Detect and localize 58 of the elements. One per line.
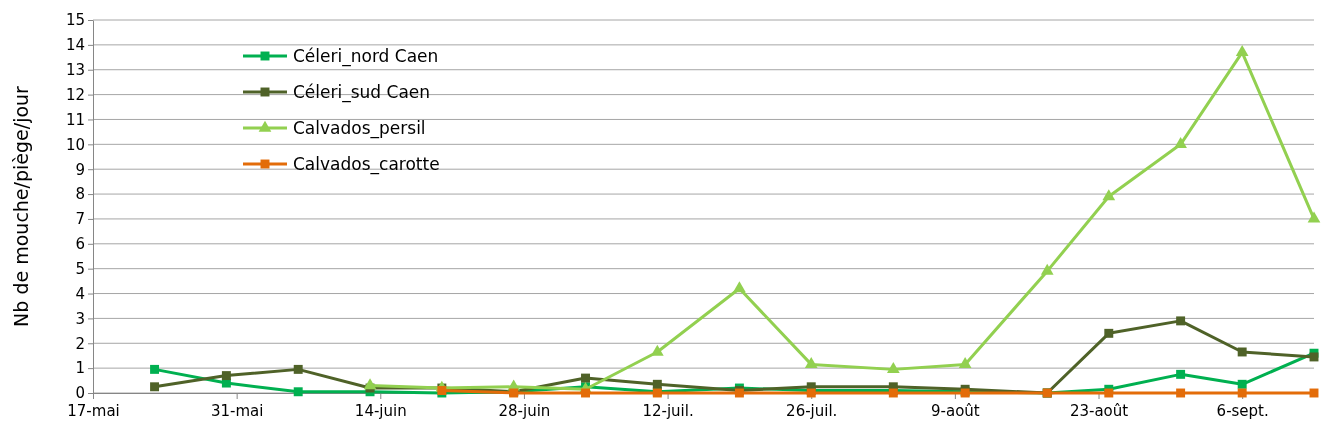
point: [886, 362, 900, 374]
x-tick-label: 28-juin: [498, 401, 551, 420]
point: [1237, 347, 1247, 357]
legend-label: Céleri_nord Caen: [293, 45, 439, 67]
y-tick-label: 15: [65, 11, 85, 30]
y-tick-label: 14: [65, 36, 85, 55]
point: [581, 373, 590, 383]
point: [650, 344, 664, 356]
point: [1309, 352, 1319, 362]
point: [581, 388, 590, 398]
point: [1307, 211, 1321, 223]
x-tick-label: 14-juin: [354, 401, 407, 420]
y-tick-label: 12: [65, 85, 85, 104]
y-tick-label: 2: [75, 334, 85, 353]
point: [1237, 388, 1247, 398]
y-tick-label: 3: [75, 309, 85, 328]
point: [221, 371, 231, 381]
y-tick-label: 10: [65, 135, 85, 154]
point: [1104, 388, 1114, 398]
point: [1176, 369, 1186, 379]
y-tick-label: 9: [75, 160, 85, 179]
x-tick-label: 6-sept.: [1216, 401, 1269, 420]
point: [733, 281, 746, 293]
point: [652, 379, 662, 389]
point: [1237, 379, 1247, 389]
y-tick-label: 4: [75, 284, 85, 303]
point: [1176, 388, 1186, 398]
legend-label: Calvados_carotte: [293, 153, 440, 175]
point: [293, 387, 303, 397]
point: [1235, 44, 1249, 56]
legend-label: Céleri_sud Caen: [293, 81, 431, 103]
point: [1174, 136, 1187, 148]
x-tick-label: 23-août: [1069, 401, 1129, 420]
y-tick-label: 0: [75, 384, 85, 403]
point: [150, 382, 160, 392]
point: [150, 364, 160, 374]
x-tick-label: 26-juil.: [786, 401, 838, 420]
x-tick-label: 17-mai: [67, 401, 120, 420]
x-tick-label: 31-mai: [210, 401, 264, 420]
legend-label: Calvados_persil: [293, 117, 426, 139]
y-tick-label: 11: [65, 110, 85, 129]
y-tick-label: 6: [75, 235, 85, 254]
y-tick-label: 8: [75, 185, 85, 204]
x-tick-label: 12-juil.: [642, 401, 694, 420]
point: [1040, 263, 1054, 275]
y-tick-label: 7: [75, 210, 85, 229]
point: [958, 357, 972, 369]
point: [363, 378, 377, 390]
point: [804, 357, 818, 369]
point: [1176, 316, 1186, 326]
point: [1102, 189, 1116, 201]
y-axis-title: Nb de mouche/piège/jour: [10, 85, 32, 327]
y-tick-label: 13: [65, 61, 85, 80]
y-tick-label: 5: [75, 259, 85, 278]
y-tick-label: 1: [75, 359, 85, 378]
x-tick-label: 9-août: [931, 401, 980, 420]
point: [293, 364, 303, 374]
point: [1104, 328, 1114, 338]
